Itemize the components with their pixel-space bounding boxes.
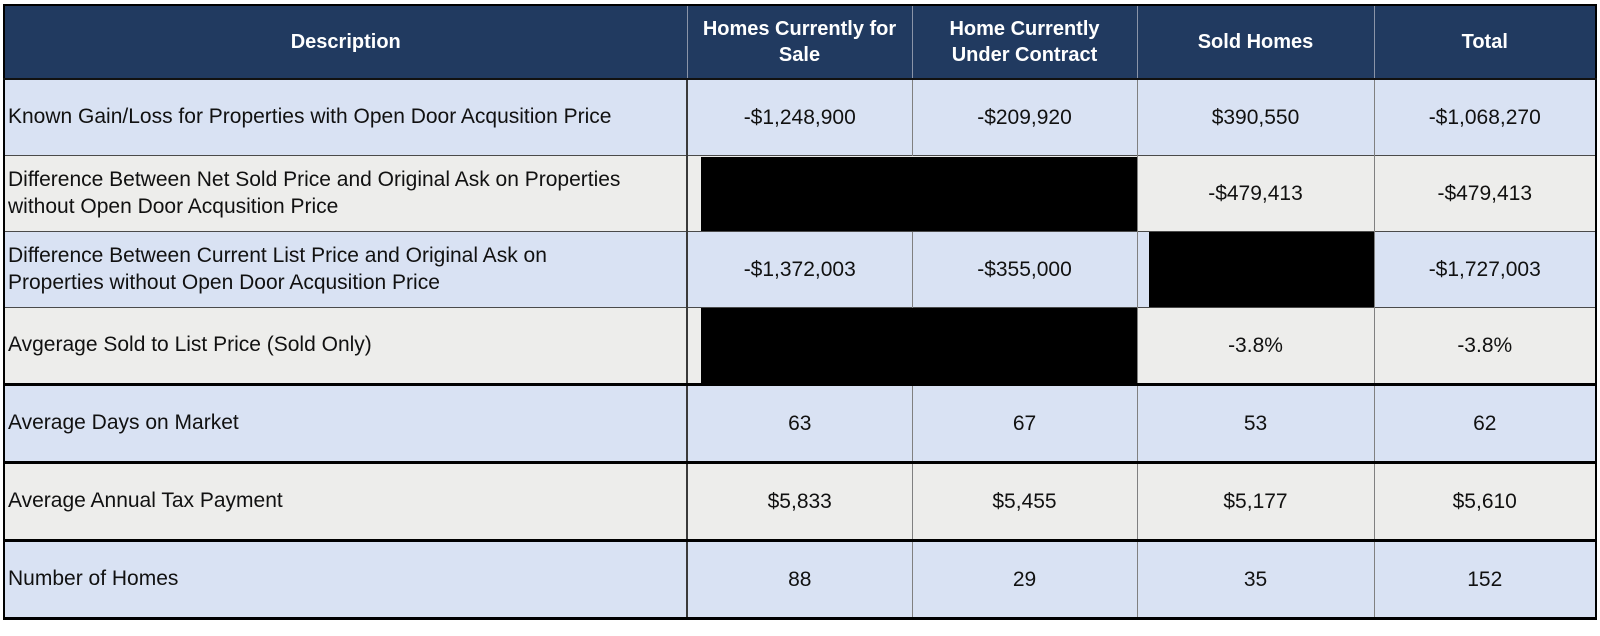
col-header-homes-for-sale: Homes Currently for Sale xyxy=(686,5,912,80)
cell-value: 67 xyxy=(911,383,1137,463)
cell-value: -$355,000 xyxy=(911,231,1137,308)
cell-value: $5,177 xyxy=(1136,461,1374,541)
cell-value: -$479,413 xyxy=(1136,155,1374,232)
redaction-box xyxy=(686,155,1137,232)
row-description: Average Annual Tax Payment xyxy=(4,461,688,541)
cell-value: 88 xyxy=(686,539,912,619)
cell-value: -$1,068,270 xyxy=(1373,78,1596,156)
table-row-diff-net-sold: Difference Between Net Sold Price and Or… xyxy=(4,155,1596,232)
table-row-known-gain-loss: Known Gain/Loss for Properties with Open… xyxy=(4,78,1596,156)
col-header-total: Total xyxy=(1373,5,1596,80)
cell-value: $5,455 xyxy=(911,461,1137,541)
col-header-description: Description xyxy=(4,5,687,80)
cell-value: -$1,372,003 xyxy=(686,231,912,308)
table-body: Known Gain/Loss for Properties with Open… xyxy=(4,78,1596,619)
redaction-box xyxy=(1136,231,1374,308)
cell-value: $5,610 xyxy=(1373,461,1596,541)
table-row-number-of-homes: Number of Homes 88 29 35 152 xyxy=(4,539,1596,619)
row-description: Difference Between Net Sold Price and Or… xyxy=(4,155,688,232)
row-description: Difference Between Current List Price an… xyxy=(4,231,688,308)
cell-value: -$1,248,900 xyxy=(686,78,912,156)
cell-value: $5,833 xyxy=(686,461,912,541)
cell-value: -$1,727,003 xyxy=(1373,231,1596,308)
cell-value: 63 xyxy=(686,383,912,463)
cell-value: -$479,413 xyxy=(1373,155,1596,232)
cell-value: $390,550 xyxy=(1136,78,1374,156)
redaction-box xyxy=(686,307,1137,385)
cell-value: 152 xyxy=(1373,539,1596,619)
table-row-diff-current-list: Difference Between Current List Price an… xyxy=(4,231,1596,308)
row-description: Avgerage Sold to List Price (Sold Only) xyxy=(4,307,688,385)
header-row: Description Homes Currently for Sale Hom… xyxy=(4,5,1596,80)
cell-value: 53 xyxy=(1136,383,1374,463)
cell-value: 35 xyxy=(1136,539,1374,619)
table-header: Description Homes Currently for Sale Hom… xyxy=(4,5,1596,80)
table-row-avg-sold-to-list: Avgerage Sold to List Price (Sold Only) … xyxy=(4,307,1596,385)
cell-value: 29 xyxy=(911,539,1137,619)
row-description: Known Gain/Loss for Properties with Open… xyxy=(4,78,688,156)
row-description: Number of Homes xyxy=(4,539,688,619)
table-row-avg-annual-tax: Average Annual Tax Payment $5,833 $5,455… xyxy=(4,461,1596,541)
col-header-sold-homes: Sold Homes xyxy=(1136,5,1374,80)
property-summary-table: Description Homes Currently for Sale Hom… xyxy=(3,4,1597,620)
table-row-avg-days-on-market: Average Days on Market 63 67 53 62 xyxy=(4,383,1596,463)
cell-value: 62 xyxy=(1373,383,1596,463)
cell-value: -3.8% xyxy=(1373,307,1596,385)
row-description: Average Days on Market xyxy=(4,383,688,463)
cell-value: -3.8% xyxy=(1136,307,1374,385)
col-header-under-contract: Home Currently Under Contract xyxy=(911,5,1137,80)
cell-value: -$209,920 xyxy=(911,78,1137,156)
